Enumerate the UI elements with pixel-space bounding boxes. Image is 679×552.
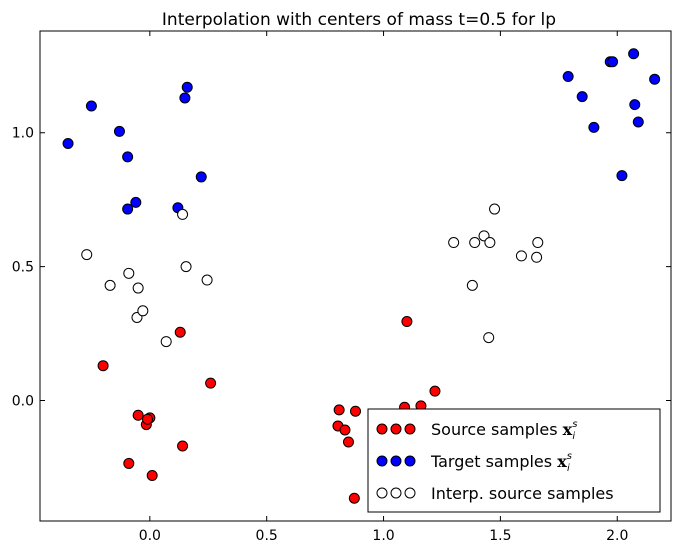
data-point-series-2 (179, 92, 191, 104)
legend-marker (404, 423, 416, 435)
data-point-series-1 (174, 326, 186, 338)
x-tick-label: 0.5 (256, 528, 278, 544)
data-point-series-1 (429, 385, 441, 397)
legend-entry: Interp. source samples (431, 484, 614, 503)
legend-marker (390, 455, 402, 467)
data-point-series-3 (177, 208, 189, 220)
data-point-series-1 (348, 492, 360, 504)
data-point-series-2 (607, 56, 619, 68)
legend-marker (376, 487, 388, 499)
chart-title: Interpolation with centers of mass t=0.5… (162, 10, 556, 30)
data-point-series-3 (123, 267, 135, 279)
data-point-series-2 (562, 71, 574, 83)
legend-entry: Source samples xs i (431, 419, 577, 442)
y-tick-label: 1.0 (12, 126, 34, 142)
data-point-series-1 (177, 440, 189, 452)
axes-frame (39, 30, 672, 522)
data-point-series-1 (146, 469, 158, 481)
data-point-series-3 (466, 279, 478, 291)
data-point-series-2 (122, 151, 134, 163)
data-point-series-3 (448, 237, 460, 249)
data-point-series-2 (85, 100, 97, 112)
data-point-series-3 (531, 251, 543, 263)
legend-box (367, 408, 661, 513)
data-point-series-1 (339, 424, 351, 436)
data-point-series-2 (632, 116, 644, 128)
data-point-series-2 (649, 73, 661, 85)
data-point-series-2 (130, 196, 142, 208)
legend-marker (404, 455, 416, 467)
data-point-series-1 (97, 360, 109, 372)
data-point-series-2 (616, 170, 628, 182)
data-point-series-1 (142, 413, 154, 425)
data-point-series-2 (628, 48, 640, 60)
data-points (62, 48, 661, 504)
data-point-series-3 (201, 274, 213, 286)
data-point-series-2 (576, 91, 588, 103)
data-point-series-1 (350, 405, 361, 417)
data-point-series-3 (81, 249, 93, 261)
data-point-series-3 (104, 279, 116, 291)
data-point-series-3 (137, 305, 149, 317)
legend-marker (376, 423, 388, 435)
data-point-series-1 (205, 377, 217, 389)
data-point-series-3 (515, 250, 527, 262)
x-tick-label: 0.0 (139, 528, 161, 544)
x-tick-label: 1.5 (489, 528, 511, 544)
data-point-series-1 (132, 409, 144, 421)
legend-marker (376, 455, 388, 467)
data-point-series-2 (122, 203, 134, 215)
data-point-series-1 (123, 457, 135, 469)
data-point-series-2 (181, 81, 193, 93)
legend-marker (404, 487, 416, 499)
data-point-series-3 (132, 282, 144, 294)
data-point-series-3 (489, 203, 501, 215)
data-point-series-2 (113, 125, 125, 137)
data-point-series-2 (62, 137, 74, 149)
data-point-series-3 (180, 261, 192, 273)
x-tick-label: 1.0 (372, 528, 394, 544)
data-point-series-3 (484, 237, 496, 249)
y-axis: 0.0 0.5 1.0 (12, 126, 671, 410)
data-point-series-3 (160, 336, 172, 348)
data-point-series-1 (342, 436, 354, 448)
data-point-series-2 (195, 171, 207, 183)
data-point-series-2 (588, 121, 600, 133)
x-tick-label: 2.0 (606, 528, 628, 544)
x-axis: 0.0 0.5 1.0 1.5 2.0 (139, 31, 628, 544)
legend-marker (390, 487, 402, 499)
data-point-series-3 (532, 237, 544, 249)
data-point-series-1 (401, 316, 413, 328)
legend-entry: Target samples xs i (430, 451, 572, 474)
data-point-series-1 (333, 404, 345, 416)
y-tick-label: 0.0 (12, 394, 34, 410)
legend-marker (390, 423, 402, 435)
plot-area (39, 30, 672, 522)
data-point-series-2 (629, 99, 641, 111)
data-point-series-3 (483, 332, 495, 344)
data-point-series-3 (469, 237, 481, 249)
y-tick-label: 0.5 (12, 260, 34, 276)
legend: Source samples xs i Target samples xs i Inte… (367, 408, 661, 513)
